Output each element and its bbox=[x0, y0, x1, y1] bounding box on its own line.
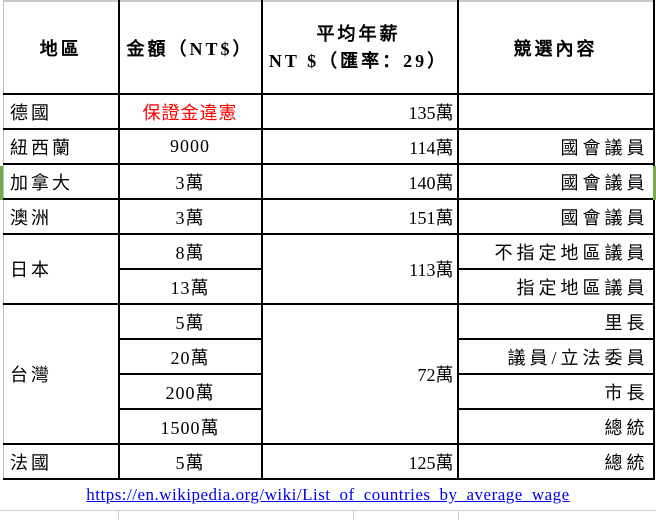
row-selection-marker-left bbox=[0, 166, 3, 200]
cell-salary-australia[interactable]: 151萬 bbox=[260, 198, 459, 235]
election-deposit-table: 地區 金額（NT$） 平均年薪 NT $（匯率：29） 競選內容 德國 保證金違… bbox=[3, 0, 655, 480]
source-link-row: https://en.wikipedia.org/wiki/List_of_co… bbox=[0, 482, 656, 508]
spreadsheet-gridline-stub bbox=[458, 511, 459, 520]
table-row-taiwan-2: 20萬 議員/立法委員 bbox=[4, 338, 655, 375]
header-average-salary[interactable]: 平均年薪 NT $（匯率：29） bbox=[260, 0, 459, 95]
cell-region-japan[interactable]: 日本 bbox=[3, 233, 120, 305]
cell-amount-taiwan-3[interactable]: 200萬 bbox=[117, 373, 263, 410]
cell-campaign-taiwan-1[interactable]: 里長 bbox=[456, 303, 655, 340]
spreadsheet-gridline-horizontal bbox=[0, 510, 656, 511]
cell-campaign-australia[interactable]: 國會議員 bbox=[456, 198, 655, 235]
cell-campaign-taiwan-4[interactable]: 總統 bbox=[456, 408, 655, 445]
cell-campaign-japan-2[interactable]: 指定地區議員 bbox=[456, 268, 655, 305]
header-salary-line2: NT $（匯率：29） bbox=[268, 50, 449, 71]
cell-amount-new-zealand[interactable]: 9000 bbox=[117, 128, 263, 165]
table-row-new-zealand: 紐西蘭 9000 114萬 國會議員 bbox=[3, 128, 655, 165]
cell-amount-france[interactable]: 5萬 bbox=[117, 443, 263, 480]
table-row-france: 法國 5萬 125萬 總統 bbox=[3, 443, 655, 480]
cell-campaign-japan-1[interactable]: 不指定地區議員 bbox=[456, 233, 655, 270]
cell-campaign-canada[interactable]: 國會議員 bbox=[456, 163, 655, 200]
cell-campaign-france[interactable]: 總統 bbox=[456, 443, 655, 480]
cell-amount-taiwan-2[interactable]: 20萬 bbox=[117, 338, 263, 375]
cell-salary-canada[interactable]: 140萬 bbox=[260, 163, 459, 200]
table-row-taiwan-1: 台灣 5萬 72萬 里長 bbox=[3, 303, 655, 445]
cell-region-taiwan[interactable]: 台灣 bbox=[3, 303, 120, 445]
table-row-japan-1: 日本 8萬 113萬 不指定地區議員 bbox=[3, 233, 655, 305]
header-amount[interactable]: 金額（NT$） bbox=[117, 0, 263, 95]
spreadsheet-gridline-stub bbox=[118, 511, 119, 520]
table-row-canada: 加拿大 3萬 140萬 國會議員 bbox=[3, 163, 655, 200]
spreadsheet-gridline-stub bbox=[353, 511, 354, 520]
cell-region-australia[interactable]: 澳洲 bbox=[3, 198, 120, 235]
table-row-taiwan-3: 200萬 市長 bbox=[4, 373, 655, 410]
cell-amount-japan-2[interactable]: 13萬 bbox=[117, 268, 263, 305]
cell-amount-taiwan-1[interactable]: 5萬 bbox=[117, 303, 263, 340]
source-link[interactable]: https://en.wikipedia.org/wiki/List_of_co… bbox=[86, 485, 570, 504]
cell-amount-taiwan-4[interactable]: 1500萬 bbox=[117, 408, 263, 445]
cell-region-canada[interactable]: 加拿大 bbox=[3, 163, 120, 200]
cell-campaign-germany[interactable] bbox=[456, 93, 655, 130]
cell-salary-new-zealand[interactable]: 114萬 bbox=[260, 128, 459, 165]
table-row-australia: 澳洲 3萬 151萬 國會議員 bbox=[3, 198, 655, 235]
header-region[interactable]: 地區 bbox=[3, 0, 120, 95]
cell-amount-canada[interactable]: 3萬 bbox=[117, 163, 263, 200]
cell-campaign-new-zealand[interactable]: 國會議員 bbox=[456, 128, 655, 165]
cell-campaign-taiwan-2[interactable]: 議員/立法委員 bbox=[456, 338, 655, 375]
cell-salary-taiwan[interactable]: 72萬 bbox=[260, 303, 459, 445]
header-salary-line1: 平均年薪 bbox=[316, 23, 401, 44]
cell-amount-japan-1[interactable]: 8萬 bbox=[117, 233, 263, 270]
cell-amount-germany[interactable]: 保證金違憲 bbox=[117, 93, 263, 130]
cell-salary-germany[interactable]: 135萬 bbox=[260, 93, 459, 130]
table-row-japan-2: 13萬 指定地區議員 bbox=[4, 268, 655, 305]
cell-campaign-taiwan-3[interactable]: 市長 bbox=[456, 373, 655, 410]
cell-region-france[interactable]: 法國 bbox=[3, 443, 120, 480]
table-row-germany: 德國 保證金違憲 135萬 bbox=[3, 93, 655, 130]
cell-amount-australia[interactable]: 3萬 bbox=[117, 198, 263, 235]
cell-region-new-zealand[interactable]: 紐西蘭 bbox=[3, 128, 120, 165]
cell-salary-france[interactable]: 125萬 bbox=[260, 443, 459, 480]
header-campaign[interactable]: 競選內容 bbox=[456, 0, 655, 95]
table-row-taiwan-4: 1500萬 總統 bbox=[4, 408, 655, 445]
cell-region-germany[interactable]: 德國 bbox=[3, 93, 120, 130]
header-row: 地區 金額（NT$） 平均年薪 NT $（匯率：29） 競選內容 bbox=[3, 0, 655, 95]
row-selection-marker-right bbox=[653, 166, 656, 200]
cell-salary-japan[interactable]: 113萬 bbox=[260, 233, 459, 305]
